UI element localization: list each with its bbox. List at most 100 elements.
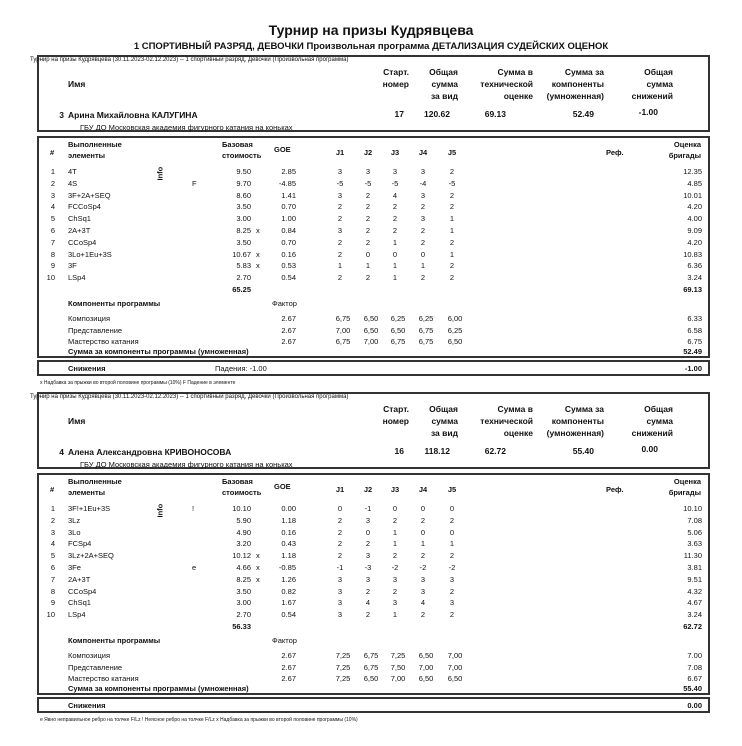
- element-judge-3: 3: [392, 598, 398, 608]
- element-base-value: 3.00: [236, 214, 251, 224]
- components-header: Компоненты программы: [68, 636, 161, 645]
- element-name: 4T: [68, 167, 77, 176]
- element-judge-1: 2: [337, 551, 343, 561]
- element-score: 3.63: [687, 539, 702, 549]
- skater-total-score: 118.12: [424, 446, 450, 456]
- element-judge-1: 2: [337, 539, 343, 549]
- element-judge-4: 2: [420, 237, 426, 247]
- element-number: 1: [50, 504, 55, 513]
- base-value-header: стоимость: [222, 151, 262, 160]
- component-judge-2: 7,00: [363, 337, 379, 346]
- component-judge-4: 6,75: [418, 325, 434, 335]
- skater-tes: 69.13: [484, 109, 506, 119]
- skater-start-number: 16: [394, 446, 404, 456]
- element-goe: 1.41: [281, 190, 296, 200]
- tes-header: Сумма в: [497, 404, 533, 414]
- element-judge-5: 0: [449, 527, 455, 537]
- element-judge-5: 2: [449, 586, 455, 596]
- element-judge-5: 2: [449, 190, 455, 200]
- element-score: 7.08: [687, 515, 702, 525]
- element-judge-4: 3: [420, 214, 426, 224]
- element-judge-2: 1: [365, 261, 371, 271]
- element-score: 5.06: [687, 527, 702, 537]
- element-score: 3.81: [687, 563, 702, 572]
- element-goe: 0.54: [281, 610, 296, 620]
- base-value-header: Базовая: [222, 140, 253, 149]
- element-judge-4: 3: [420, 167, 426, 176]
- element-name: CCoSp4: [68, 586, 97, 596]
- element-judge-1: 2: [337, 273, 343, 283]
- element-number: 8: [50, 586, 55, 596]
- component-judge-3: 6,25: [390, 314, 406, 323]
- element-judge-4: 3: [420, 190, 426, 200]
- skater-pcs: 52.49: [572, 109, 594, 119]
- total-score-header: Общая: [429, 67, 458, 77]
- element-base-value: 9.70: [236, 178, 251, 188]
- element-judge-2: 3: [365, 515, 371, 525]
- element-score: 4.67: [687, 598, 702, 608]
- component-score: 6.67: [687, 674, 702, 683]
- element-name: ChSq1: [68, 214, 91, 224]
- element-score: 10.01: [683, 190, 702, 200]
- element-goe: 2.85: [281, 167, 296, 176]
- element-base-value: 4.90: [236, 527, 251, 537]
- element-judge-4: 0: [420, 504, 426, 513]
- component-judge-3: 7,25: [390, 651, 406, 660]
- element-judge-3: 2: [392, 226, 398, 235]
- element-name: 3Lo+1Eu+3S: [68, 249, 112, 259]
- element-score: 4.20: [687, 237, 702, 247]
- pcs-total-value: 55.40: [683, 684, 702, 693]
- element-judge-4: -2: [419, 563, 427, 572]
- element-judge-5: 2: [449, 273, 455, 283]
- element-judge-3: 1: [392, 610, 398, 620]
- element-judge-2: 2: [365, 237, 371, 247]
- element-name: ChSq1: [68, 598, 91, 608]
- element-judge-3: 0: [392, 249, 398, 259]
- tes-header: оценке: [503, 428, 533, 438]
- element-judge-5: 2: [449, 551, 455, 561]
- element-name: 2A+3T: [68, 226, 91, 235]
- element-goe: 1.00: [281, 214, 296, 224]
- element-goe: 1.67: [281, 598, 296, 608]
- total-score-header: сумма: [431, 416, 458, 426]
- element-judge-5: -2: [448, 563, 456, 572]
- component-judge-4: 6,25: [418, 314, 434, 323]
- component-judge-1: 7,00: [335, 325, 351, 335]
- element-base-value: 5.90: [236, 515, 251, 525]
- start-number-header: Старт.: [383, 404, 409, 414]
- element-judge-1: 2: [337, 237, 343, 247]
- goe-header: GOE: [274, 145, 291, 154]
- element-judge-5: 2: [449, 237, 455, 247]
- element-base-value: 2.70: [236, 610, 251, 620]
- element-score: 4.20: [687, 202, 702, 212]
- element-number: 6: [50, 226, 55, 235]
- judge-header-4: J4: [418, 485, 428, 494]
- component-judge-2: 6,50: [363, 674, 379, 683]
- element-bonus-mark: x: [256, 563, 260, 572]
- element-judge-4: 4: [420, 598, 426, 608]
- element-goe: 0.70: [281, 202, 296, 212]
- element-base-value: 8.25: [236, 574, 251, 584]
- element-judge-2: 2: [365, 202, 371, 212]
- footnote: e Явно неправильное ребро на толчке F/Lz…: [40, 717, 358, 723]
- element-base-value: 3.50: [236, 237, 251, 247]
- component-factor: 2.67: [281, 337, 296, 346]
- element-goe: 1.18: [281, 551, 296, 561]
- judge-header-3: J3: [390, 485, 400, 494]
- element-name: FCSp4: [68, 539, 92, 549]
- element-number: 5: [50, 551, 55, 561]
- footnote: x Надбавка за прыжки во второй половине …: [40, 380, 236, 386]
- element-number: 4: [50, 202, 55, 212]
- panel-score-header: бригады: [668, 488, 701, 497]
- goe-header: GOE: [274, 482, 291, 491]
- element-name: 3Lo: [68, 527, 81, 537]
- element-judge-1: 3: [337, 226, 343, 235]
- deductions-header: снижений: [631, 428, 673, 438]
- element-judge-4: 2: [420, 273, 426, 283]
- element-judge-5: 3: [449, 598, 455, 608]
- element-judge-1: 3: [337, 610, 343, 620]
- element-score: 6.36: [687, 261, 702, 271]
- pcs-header: компоненты: [551, 416, 604, 426]
- element-name: LSp4: [68, 610, 86, 620]
- element-number: 1: [50, 167, 55, 176]
